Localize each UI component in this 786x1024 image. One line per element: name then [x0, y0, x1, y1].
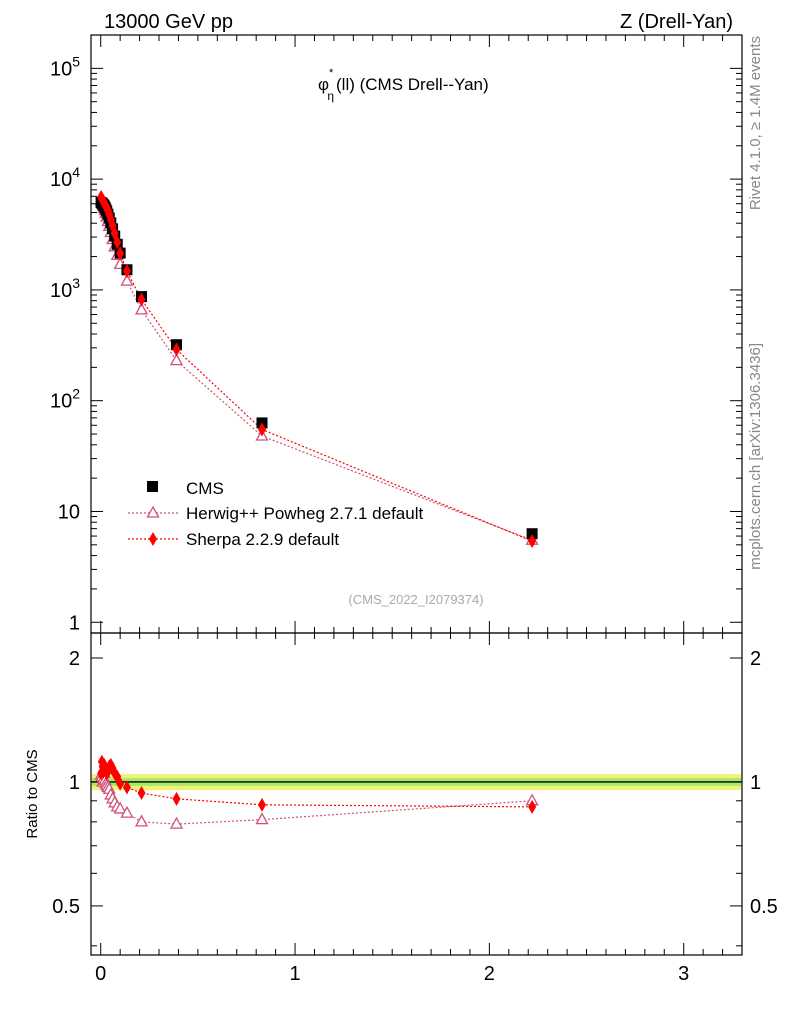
- herwig-point: [120, 273, 134, 286]
- main-y-tick-label: 1: [69, 612, 80, 634]
- legend-item-sherpa: Sherpa 2.2.9 default: [128, 530, 339, 549]
- main-y-tick-label: 102: [50, 386, 80, 413]
- legend-item-cms: CMS: [147, 479, 224, 498]
- ratio-y-tick-label: 0.5: [52, 896, 80, 918]
- title-phi: φ: [318, 75, 329, 94]
- title-sup: *: [329, 67, 334, 79]
- main-y-tick-label: 105: [50, 53, 80, 80]
- main-series-layer: [94, 189, 539, 549]
- sherpa-point: [137, 292, 146, 307]
- sherpa-point: [122, 264, 131, 279]
- herwig-point: [169, 353, 184, 366]
- sherpa-ratio-point: [172, 791, 181, 806]
- herwig-ratio-point: [255, 812, 269, 825]
- ratio-y-tick-label: 2: [69, 648, 80, 670]
- legend-marker-herwig: [146, 505, 160, 518]
- ratio-y-tick-labels: 0.5 0.5 1 1 2 2: [52, 648, 778, 918]
- cms-point: [526, 528, 538, 540]
- ratio-y-ticks: [91, 657, 742, 947]
- main-y-tick-labels: 1 10 102 103 104 105: [50, 53, 80, 634]
- x-tick-label: 3: [678, 963, 689, 985]
- main-y-ticks: [91, 34, 742, 623]
- herwig-point: [134, 302, 149, 315]
- ratio-y-tick-label: 1: [69, 772, 80, 794]
- main-y-tick-label: 10: [58, 501, 80, 523]
- herwig-ratio-point: [169, 816, 184, 829]
- ratio-y-tick-label-right: 2: [750, 648, 761, 670]
- herwig-ratio-point: [134, 814, 149, 827]
- ratio-panel: 0.5 0.5 1 1 2 2 0 1 2 3 Ratio to CMS: [24, 632, 778, 985]
- legend: CMS Herwig++ Powheg 2.7.1 default Sherpa…: [128, 479, 423, 549]
- legend-label-sherpa: Sherpa 2.2.9 default: [186, 530, 339, 549]
- ratio-frame: [90, 632, 743, 956]
- chart-title: φ* η(ll) (CMS Drell--Yan): [318, 67, 489, 103]
- process-label: Z (Drell-Yan): [620, 11, 733, 33]
- energy-label: 13000 GeV pp: [104, 11, 233, 33]
- sherpa-ratio-point: [528, 799, 537, 814]
- herwig-line: [100, 200, 533, 541]
- sherpa-ratio-point: [258, 797, 267, 812]
- ratio-y-tick-label-right: 0.5: [750, 896, 778, 918]
- x-tick-label: 1: [289, 963, 300, 985]
- ratio-uncertainty-band: [91, 774, 742, 791]
- main-y-tick-label: 104: [50, 164, 80, 191]
- ratio-y-axis-label: Ratio to CMS: [24, 749, 41, 838]
- main-panel: 1 10 102 103 104 105 φ* η(ll) (CMS Drell--Yan)…: [50, 34, 743, 634]
- herwig-ratio-point: [113, 801, 127, 814]
- analysis-watermark: (CMS_2022_I2079374): [348, 592, 483, 607]
- legend-marker-cms: [147, 481, 158, 492]
- herwig-ratio-point: [120, 805, 134, 818]
- sherpa-point: [528, 534, 537, 549]
- sherpa-point: [116, 246, 125, 261]
- main-y-tick-label: 103: [50, 275, 80, 302]
- sherpa-point: [172, 342, 181, 357]
- legend-item-herwig: Herwig++ Powheg 2.7.1 default: [128, 504, 423, 523]
- rivet-version-label: Rivet 4.1.0, ≥ 1.4M events: [747, 36, 764, 210]
- legend-label-herwig: Herwig++ Powheg 2.7.1 default: [186, 504, 423, 523]
- sherpa-ratio-point: [122, 780, 131, 795]
- ratio-x-ticks: [100, 633, 724, 955]
- x-tick-label: 0: [95, 963, 106, 985]
- mcplots-label: mcplots.cern.ch [arXiv:1306.3436]: [747, 343, 764, 570]
- sherpa-ratio-point: [116, 776, 125, 791]
- legend-label-cms: CMS: [186, 479, 224, 498]
- sherpa-line: [100, 196, 533, 542]
- sherpa-point: [113, 235, 122, 250]
- sherpa-ratio-point: [137, 786, 146, 801]
- main-x-ticks: [100, 35, 724, 633]
- title-sub: η: [327, 89, 334, 103]
- x-tick-label: 2: [484, 963, 495, 985]
- sherpa-point: [258, 422, 267, 437]
- ratio-y-tick-label-right: 1: [750, 772, 761, 794]
- legend-marker-sherpa: [149, 532, 157, 546]
- title-rest: (ll) (CMS Drell--Yan): [336, 75, 489, 94]
- ratio-series-layer: [94, 754, 539, 829]
- x-tick-labels: 0 1 2 3: [95, 963, 689, 985]
